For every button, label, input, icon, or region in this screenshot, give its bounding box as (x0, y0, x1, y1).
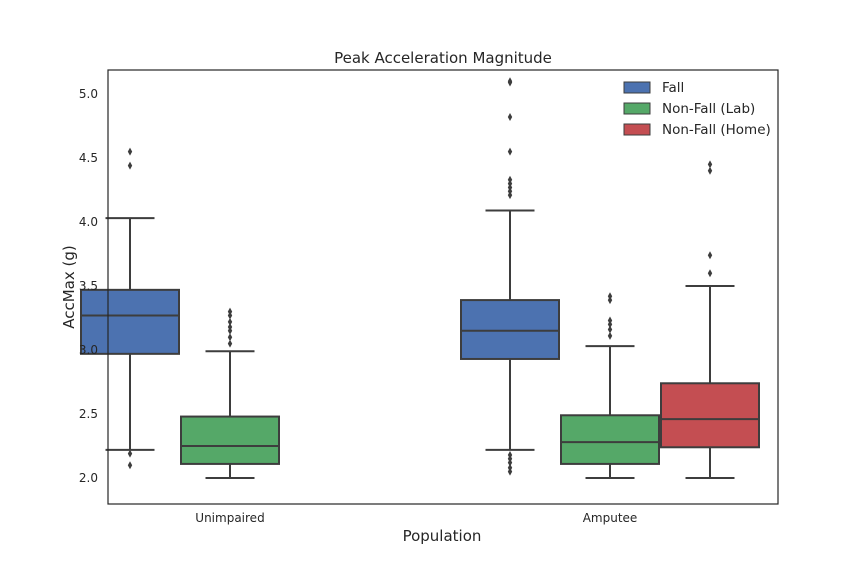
outlier-point (227, 339, 233, 348)
legend-entry-label: Non-Fall (Lab) (662, 101, 755, 117)
outlier-point (227, 333, 233, 342)
legend: Fall Non-Fall (Lab) Non-Fall (Home) (623, 80, 771, 138)
box-fall-amputee (460, 77, 560, 476)
outlier-point (607, 331, 613, 340)
outlier-point (127, 161, 133, 170)
outlier-point (607, 325, 613, 334)
plot-area (80, 77, 760, 479)
y-tick-label: 4.0 (79, 215, 98, 229)
y-tick-label: 2.0 (79, 471, 98, 485)
outlier-point (507, 77, 513, 86)
box-body (180, 415, 280, 465)
outlier-point (127, 461, 133, 470)
y-tick-label: 4.5 (79, 151, 98, 165)
outlier-point (507, 463, 513, 472)
y-tick-label: 2.5 (79, 407, 98, 421)
outlier-point (127, 449, 133, 458)
outlier-point (707, 166, 713, 175)
legend-entry-label: Fall (662, 80, 684, 96)
box-body (560, 414, 660, 465)
box-body (660, 382, 760, 449)
outlier-point (507, 113, 513, 122)
legend-swatch (623, 81, 651, 94)
outlier-point (507, 175, 513, 184)
chart-title: Peak Acceleration Magnitude (334, 49, 552, 67)
outlier-point (127, 147, 133, 156)
outlier-point (707, 269, 713, 278)
box-body (460, 299, 560, 360)
y-axis: 2.0 2.5 3.0 3.5 4.0 4.5 5.0 (79, 87, 98, 485)
x-tick-label: Unimpaired (195, 511, 264, 525)
x-tick-label: Amputee (583, 511, 638, 525)
outlier-point (707, 160, 713, 169)
axes-frame (107, 69, 779, 505)
box-non-fall-lab--amputee (560, 292, 660, 479)
box-body (80, 288, 180, 355)
outlier-point (507, 450, 513, 459)
outlier-point (507, 147, 513, 156)
outlier-point (607, 316, 613, 325)
outlier-point (607, 292, 613, 301)
legend-entry-label: Non-Fall (Home) (662, 122, 771, 138)
legend-swatch (623, 123, 651, 136)
x-axis-label: Population (403, 527, 482, 545)
y-axis-label: AccMax (g) (60, 245, 78, 329)
legend-swatch (623, 102, 651, 115)
outlier-point (227, 317, 233, 326)
x-axis: Unimpaired Amputee (195, 511, 637, 525)
outlier-point (227, 307, 233, 316)
outlier-point (707, 251, 713, 260)
y-tick-label: 3.5 (79, 279, 98, 293)
box-non-fall-home--amputee (660, 160, 760, 479)
y-tick-label: 3.0 (79, 343, 98, 357)
outlier-point (227, 322, 233, 331)
box-fall-unimpaired (80, 147, 180, 470)
box-non-fall-lab--unimpaired (180, 307, 280, 479)
y-tick-label: 5.0 (79, 87, 98, 101)
